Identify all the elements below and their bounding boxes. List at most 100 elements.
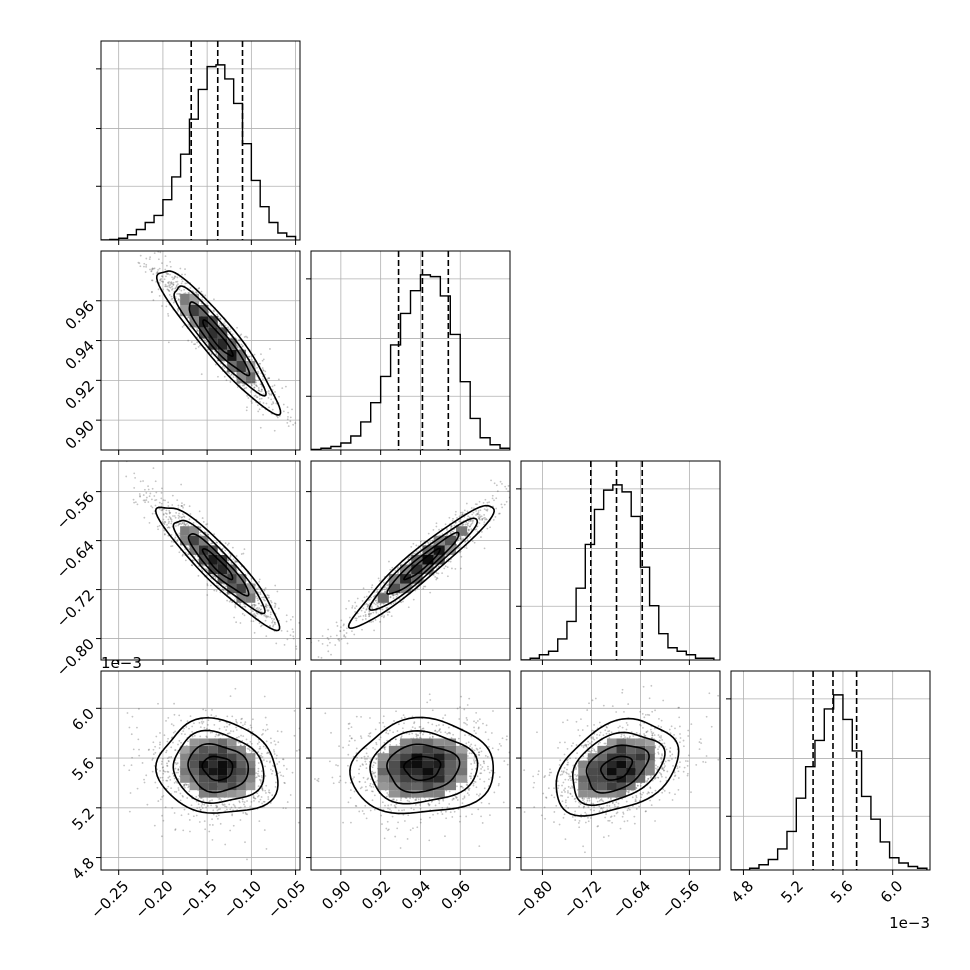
scatter-point — [188, 518, 191, 521]
scatter-point — [145, 774, 148, 777]
scatter-point — [435, 522, 438, 525]
panel-background — [311, 251, 510, 450]
scatter-point — [250, 389, 253, 392]
scatter-point — [187, 291, 190, 294]
scatter-point — [486, 501, 489, 504]
scatter-point — [478, 516, 481, 519]
density-cell — [245, 372, 256, 384]
scatter-point — [321, 642, 324, 645]
scatter-point — [256, 607, 259, 609]
histogram-step — [101, 64, 297, 240]
scatter-point — [257, 608, 259, 611]
scatter-point — [253, 603, 255, 606]
scatter-point — [191, 564, 194, 567]
scatter-point — [250, 742, 253, 745]
scatter-point — [295, 749, 298, 752]
scatter-point — [450, 525, 453, 527]
scatter-point — [486, 509, 489, 512]
scatter-point — [182, 553, 184, 556]
scatter-point — [273, 621, 276, 624]
scatter-point — [241, 798, 244, 801]
panel-r3-c3: 4.8 5.2 5.6 6.0 — [726, 670, 931, 907]
scatter-point — [451, 530, 453, 533]
scatter-point — [132, 498, 135, 501]
scatter-point — [157, 800, 160, 802]
scatter-point — [321, 635, 324, 637]
scatter-point — [168, 775, 171, 778]
scatter-point — [204, 339, 206, 342]
scatter-point — [253, 603, 256, 606]
scatter-point — [183, 324, 185, 327]
scatter-point — [164, 285, 167, 288]
scatter-point — [188, 785, 190, 788]
scatter-point — [157, 269, 159, 271]
scatter-point — [228, 803, 231, 806]
scatter-point — [163, 529, 166, 532]
density-cell — [208, 327, 218, 339]
scatter-point — [174, 287, 177, 289]
scatter-point — [412, 598, 415, 601]
scatter-point — [389, 596, 392, 598]
scatter-point — [505, 500, 508, 503]
scatter-point — [133, 472, 136, 475]
scatter-point — [137, 738, 140, 741]
scatter-point — [178, 532, 181, 535]
scatter-point — [435, 576, 438, 579]
scatter-point — [165, 272, 168, 275]
scatter-point — [272, 624, 275, 627]
scatter-point — [203, 803, 206, 806]
scatter-point — [469, 519, 472, 522]
scatter-point — [383, 615, 386, 617]
scatter-point — [188, 727, 190, 730]
scatter-point — [172, 281, 175, 284]
scatter-point — [409, 561, 411, 564]
scatter-point — [317, 656, 320, 658]
scatter-point — [235, 718, 237, 721]
scatter-point — [178, 714, 181, 717]
contour-level-2 — [172, 519, 266, 615]
scatter-point — [177, 298, 180, 301]
scatter-point — [262, 728, 265, 731]
scatter-point — [197, 329, 199, 332]
scatter-point — [264, 373, 266, 376]
scatter-point — [190, 341, 193, 343]
scatter-point — [131, 715, 134, 718]
scatter-point — [134, 501, 137, 504]
scatter-point — [244, 606, 247, 608]
scatter-point — [471, 513, 474, 516]
scatter-point — [232, 824, 235, 827]
scatter-point — [202, 520, 205, 523]
scatter-point — [211, 574, 214, 577]
scatter-point — [380, 602, 383, 605]
scatter-point — [174, 536, 177, 539]
scatter-point — [177, 789, 180, 791]
density-cell — [236, 593, 246, 603]
scatter-point — [223, 367, 226, 369]
scatter-point — [170, 295, 173, 298]
density-cell — [400, 583, 412, 594]
scatter-point — [258, 580, 260, 583]
scatter-point — [139, 495, 141, 498]
density-cell — [456, 526, 468, 536]
scatter-point — [234, 687, 237, 690]
scatter-point — [464, 523, 467, 526]
scatter-point — [169, 281, 172, 284]
scatter-point — [166, 757, 169, 760]
scatter-point — [154, 480, 157, 483]
scatter-point — [476, 503, 478, 506]
scatter-point — [239, 806, 242, 809]
scatter-point — [267, 615, 269, 618]
scatter-point — [171, 288, 173, 291]
scatter-point — [183, 783, 186, 786]
scatter-point — [240, 343, 243, 346]
scatter-point — [219, 591, 222, 594]
scatter-point — [275, 642, 278, 645]
scatter-point — [444, 523, 447, 526]
scatter-point — [188, 819, 191, 821]
scatter-point — [376, 591, 378, 594]
scatter-point — [196, 341, 198, 344]
scatter-point — [168, 290, 171, 292]
scatter-point — [454, 513, 457, 516]
scatter-point — [249, 740, 252, 743]
scatter-point — [501, 506, 504, 509]
